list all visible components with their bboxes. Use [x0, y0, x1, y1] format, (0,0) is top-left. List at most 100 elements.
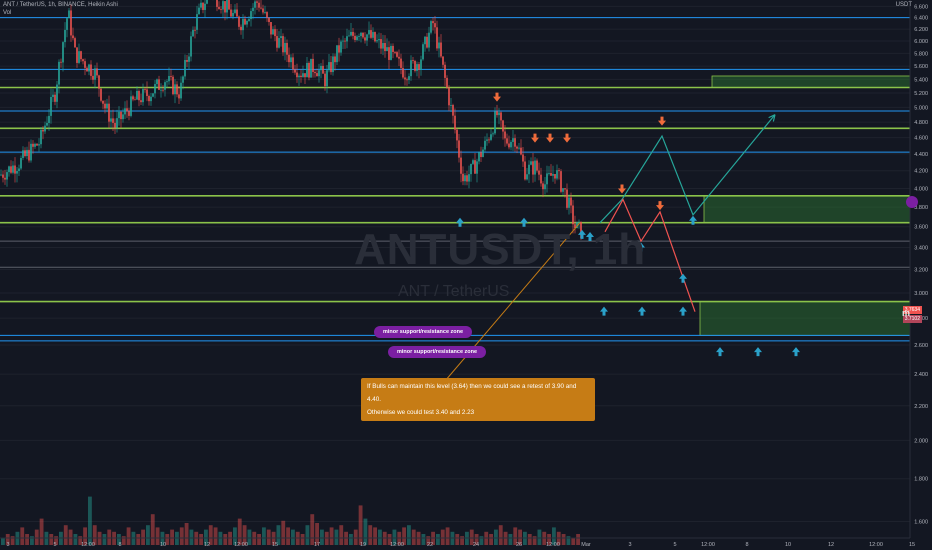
- candle-body: [326, 70, 328, 87]
- candle-body: [18, 168, 20, 172]
- candle-body: [438, 42, 440, 49]
- candle-body: [118, 111, 120, 119]
- candle-body: [60, 61, 62, 63]
- candle-body: [160, 89, 162, 91]
- candle-body: [332, 56, 334, 73]
- candle-body: [262, 8, 264, 13]
- arrow-up-icon: [456, 217, 464, 227]
- y-tick-label: 2.400: [914, 372, 928, 378]
- volume-indicator-label[interactable]: Vol: [3, 10, 12, 16]
- candle-body: [200, 2, 202, 8]
- candle-body: [280, 36, 282, 39]
- volume-bar: [136, 534, 141, 545]
- y-tick-label: 3.400: [914, 246, 928, 252]
- candle-body: [190, 36, 192, 57]
- candle-body: [54, 94, 56, 102]
- candle-body: [298, 75, 300, 78]
- candle-body: [392, 45, 394, 52]
- candle-body: [342, 40, 344, 42]
- volume-bar: [242, 525, 247, 545]
- candle-body: [476, 161, 478, 174]
- candle-body: [566, 189, 568, 208]
- y-tick-label: 4.000: [914, 186, 928, 192]
- volume-bar: [349, 534, 353, 545]
- candle-body: [512, 138, 514, 142]
- volume-bar: [315, 523, 319, 545]
- x-tick-label: 12:00: [81, 542, 95, 548]
- candle-body: [52, 94, 54, 97]
- candle-body: [456, 129, 458, 141]
- candle-body: [302, 73, 304, 77]
- watermark-name: ANT / TetherUS: [398, 283, 510, 300]
- candle-body: [378, 39, 380, 41]
- drawing-tool-icon[interactable]: m: [902, 308, 911, 318]
- volume-bar: [184, 523, 189, 545]
- x-tick-label: 12:00: [390, 542, 404, 548]
- arrow-up-icon: [754, 347, 762, 357]
- candle-body: [482, 149, 484, 157]
- candle-body: [422, 44, 424, 60]
- candle-body: [176, 84, 178, 95]
- candle-body: [28, 149, 30, 161]
- arrow-up-icon: [578, 229, 586, 239]
- x-tick-label: 26: [516, 542, 522, 548]
- candle-body: [494, 111, 496, 134]
- candle-body: [222, 1, 224, 10]
- x-tick-label: 22: [427, 542, 433, 548]
- candle-body: [88, 64, 90, 72]
- volume-bar: [83, 527, 87, 545]
- arrow-up-icon: [716, 347, 724, 357]
- volume-bar: [179, 527, 184, 545]
- x-tick-label: 12: [204, 542, 210, 548]
- candle-body: [334, 56, 336, 63]
- zone-label-2[interactable]: minor support/resistance zone: [388, 346, 487, 358]
- candle-body: [524, 161, 526, 180]
- y-tick-label: 3.000: [914, 291, 928, 297]
- symbol-header[interactable]: ANT / TetherUS, 1h, BINANCE, Heikin Ashi: [3, 2, 118, 8]
- arrow-up-icon: [637, 242, 645, 252]
- volume-bar: [518, 529, 522, 545]
- candle-body: [396, 52, 398, 57]
- volume-bar: [358, 505, 363, 545]
- volume-bar: [5, 534, 10, 545]
- candle-body: [338, 45, 340, 53]
- x-tick-label: 12:00: [234, 542, 248, 548]
- note-line-2: Otherwise we could test 3.40 and 2.23: [367, 409, 475, 416]
- volume-bar: [353, 529, 358, 545]
- candle-body: [560, 171, 562, 192]
- candle-body: [322, 65, 324, 74]
- candle-body: [242, 18, 244, 31]
- volume-bar: [165, 534, 170, 545]
- candle-body: [112, 118, 114, 123]
- candle-body: [426, 36, 428, 48]
- y-tick-label: 4.600: [914, 136, 928, 142]
- candle-body: [90, 64, 92, 76]
- support-zone: [703, 195, 911, 224]
- y-tick-label: 5.200: [914, 91, 928, 97]
- volume-bar: [561, 534, 566, 545]
- candle-body: [416, 64, 418, 71]
- candle-body: [284, 42, 286, 53]
- arrow-up-icon: [679, 273, 687, 283]
- candle-body: [62, 42, 64, 63]
- candle-body: [366, 34, 368, 41]
- candle-body: [4, 177, 6, 180]
- candle-body: [522, 154, 524, 162]
- y-tick-label: 5.600: [914, 64, 928, 70]
- volume-bar: [310, 514, 315, 545]
- candle-body: [454, 115, 456, 130]
- candle-body: [230, 9, 232, 17]
- candle-body: [374, 32, 376, 42]
- candle-body: [358, 36, 360, 37]
- analysis-note[interactable]: If Bulls can maintain this level (3.64) …: [361, 378, 595, 421]
- arrow-up-icon: [792, 347, 800, 357]
- volume-bar: [426, 536, 431, 545]
- candle-body: [58, 61, 60, 85]
- volume-bar: [281, 520, 286, 545]
- zone-label-1[interactable]: minor support/resistance zone: [374, 326, 473, 338]
- alert-marker-icon[interactable]: [906, 196, 918, 208]
- candle-body: [516, 146, 518, 149]
- candle-body: [440, 42, 442, 57]
- candle-body: [74, 38, 76, 48]
